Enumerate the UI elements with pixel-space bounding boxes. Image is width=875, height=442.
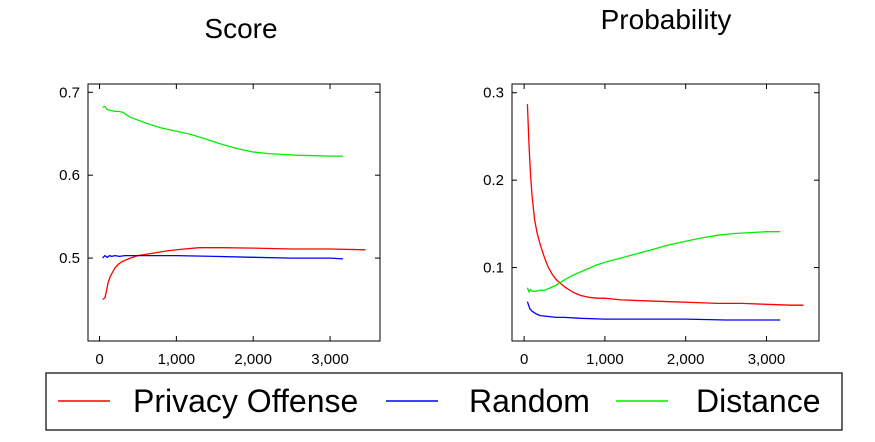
score-plot-frame bbox=[87, 83, 381, 342]
score-ytick-label: 0.7 bbox=[59, 84, 80, 101]
score-series-distance bbox=[102, 105, 344, 157]
probability-series-random bbox=[526, 301, 781, 321]
score-series-privacy-offense bbox=[102, 247, 366, 301]
probability-ytick-label: 0.2 bbox=[483, 172, 504, 189]
probability-xtick-label: 3,000 bbox=[748, 351, 786, 368]
score-ytick-label: 0.5 bbox=[59, 250, 80, 267]
score-xtick-label: 0 bbox=[95, 351, 103, 368]
score-series-random bbox=[102, 254, 344, 260]
probability-series-distance bbox=[526, 231, 781, 293]
score-chart-title: Score bbox=[204, 13, 277, 44]
score-xtick-label: 3,000 bbox=[311, 351, 349, 368]
score-xtick-label: 1,000 bbox=[158, 351, 196, 368]
legend-label-privacy-offense: Privacy Offense bbox=[133, 383, 358, 419]
score-chart: Score 0 1,000 2,000 3,000 0.5 0.6 0.7 bbox=[59, 13, 381, 368]
score-series bbox=[102, 105, 366, 301]
probability-series-privacy-offense bbox=[526, 104, 804, 306]
score-xtick-label: 2,000 bbox=[234, 351, 272, 368]
probability-xtick-label: 1,000 bbox=[586, 351, 624, 368]
probability-ytick-label: 0.3 bbox=[483, 85, 504, 102]
legend-label-distance: Distance bbox=[696, 383, 821, 419]
probability-series bbox=[526, 104, 804, 321]
probability-chart: Probability 0 1,000 2,000 3,000 0.1 0.2 0.3 bbox=[483, 4, 820, 368]
legend-label-random: Random bbox=[469, 383, 590, 419]
score-ticks: 0 1,000 2,000 3,000 0.5 0.6 0.7 bbox=[59, 84, 380, 368]
probability-ytick-label: 0.1 bbox=[483, 260, 504, 277]
legend-box bbox=[45, 372, 843, 431]
probability-chart-title: Probability bbox=[601, 4, 732, 35]
probability-xtick-label: 0 bbox=[520, 351, 528, 368]
probability-ticks: 0 1,000 2,000 3,000 0.1 0.2 0.3 bbox=[483, 84, 819, 368]
probability-plot-frame bbox=[511, 83, 820, 342]
probability-xtick-label: 2,000 bbox=[667, 351, 705, 368]
score-ytick-label: 0.6 bbox=[59, 167, 80, 184]
legend: Privacy Offense Random Distance bbox=[45, 372, 843, 431]
